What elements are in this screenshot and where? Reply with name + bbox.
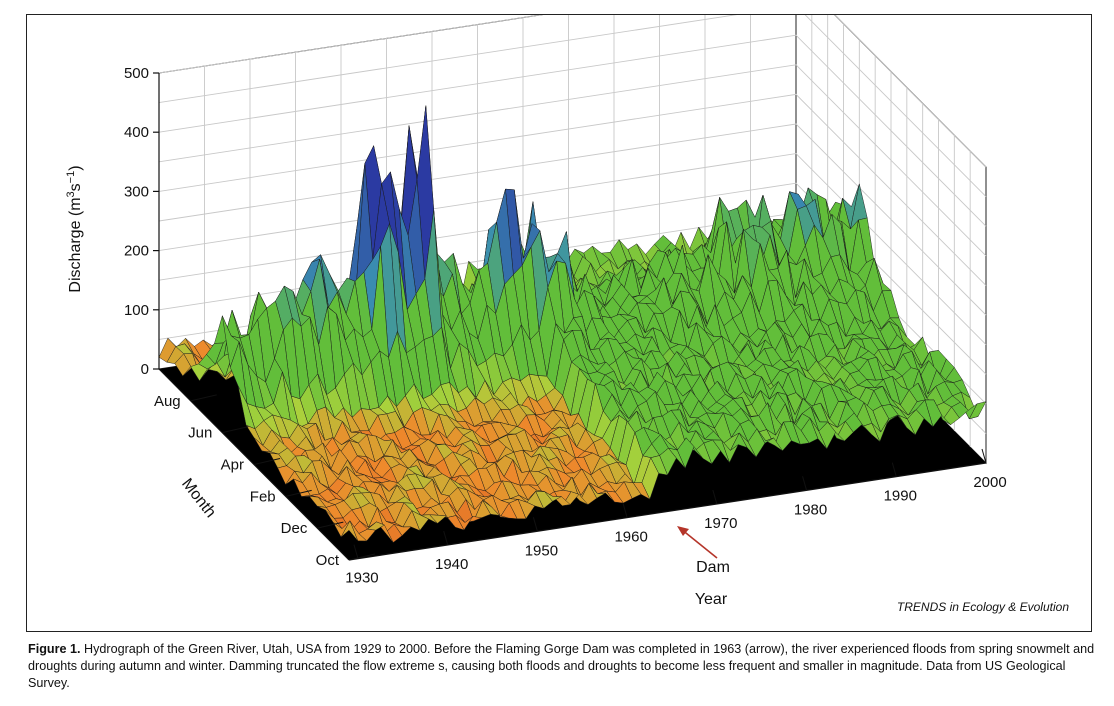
figure-caption: Figure 1. Hydrograph of the Green River,… (28, 641, 1098, 692)
z-tick-label: 100 (124, 302, 149, 319)
month-axis-title: Month (178, 475, 219, 521)
tick-labels: 0 100 200 300 400 500 Oct Dec Feb Apr Jun Aug 1930 19… (124, 65, 1007, 587)
journal-credit: TRENDS in Ecology & Evolution (896, 600, 1069, 614)
year-tick (891, 462, 897, 477)
year-tick-label: 1990 (884, 488, 917, 505)
month-tick-label: Aug (154, 393, 181, 410)
year-tick (802, 476, 808, 491)
z-tick-label: 500 (124, 65, 149, 82)
year-tick-label: 1940 (435, 556, 468, 573)
year-tick-label: 1930 (345, 570, 378, 587)
surface-cell (340, 520, 359, 542)
caption-label: Figure 1. (28, 642, 81, 656)
month-tick-label: Feb (250, 488, 276, 505)
z-tick-label: 200 (124, 243, 149, 260)
year-tick (712, 489, 718, 505)
dam-annotation: Dam (677, 526, 730, 576)
hydrograph-3d-plot: 0 100 200 300 400 500 Oct Dec Feb Apr Jun Aug 1930 19… (65, 15, 1007, 608)
year-tick-label: 1950 (525, 542, 558, 559)
year-tick-label: 1960 (614, 529, 647, 546)
month-tick (317, 521, 344, 529)
month-tick-label: Apr (221, 457, 244, 474)
dam-arrow-line (680, 528, 718, 559)
year-tick (532, 517, 538, 532)
z-tick-label: 300 (124, 183, 149, 200)
year-axis-line (348, 462, 987, 561)
year-tick (981, 448, 987, 464)
year-axis-title: Year (695, 591, 728, 608)
z-axis-title: Discharge (m3s−1) (65, 165, 84, 292)
dam-arrow-head (677, 526, 689, 536)
month-tick (253, 458, 281, 465)
discharge-surface (158, 105, 987, 543)
month-tick-label: Oct (316, 552, 340, 569)
plot-axes (153, 72, 987, 561)
figure-frame: 0 100 200 300 400 500 Oct Dec Feb Apr Jun Aug 1930 19… (26, 14, 1092, 632)
month-tick-label: Dec (281, 520, 308, 537)
year-tick-label: 1980 (794, 501, 827, 518)
year-tick (622, 503, 628, 518)
caption-text: Hydrograph of the Green River, Utah, USA… (28, 642, 1095, 690)
month-tick-label: Jun (188, 425, 212, 442)
year-tick-label: 2000 (973, 474, 1006, 491)
z-tick-label: 400 (124, 124, 149, 141)
month-tick (285, 489, 312, 497)
month-tick (190, 394, 217, 402)
year-tick (353, 544, 359, 559)
month-tick (222, 426, 249, 434)
year-tick-label: 1970 (704, 515, 737, 532)
z-tick-label: 0 (141, 361, 149, 378)
year-tick (443, 530, 449, 546)
dam-label: Dam (696, 559, 730, 576)
